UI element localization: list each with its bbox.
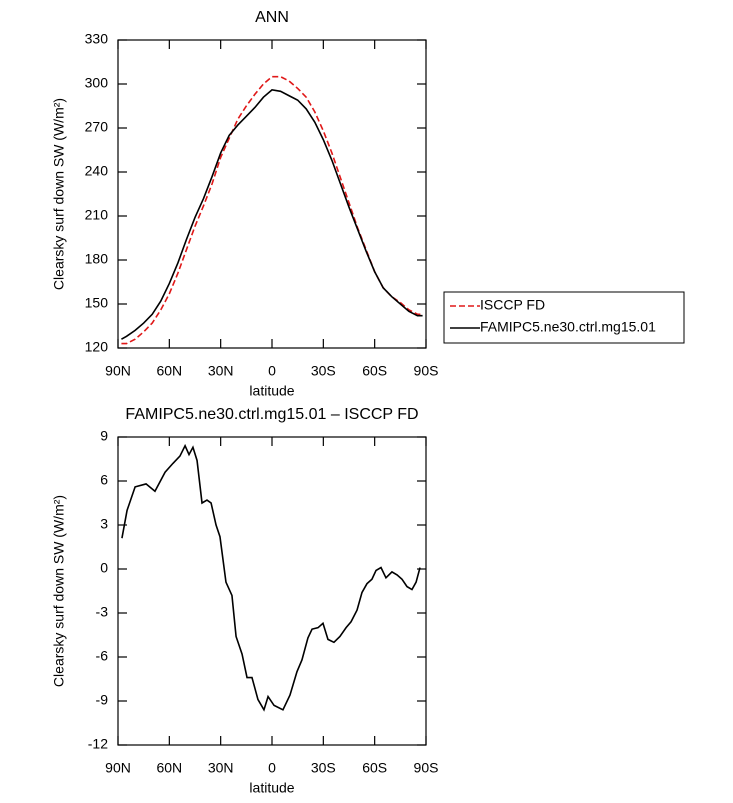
legend-label: FAMIPC5.ne30.ctrl.mg15.01 bbox=[480, 319, 656, 335]
x-tick-label: 60N bbox=[156, 760, 182, 776]
x-axis-label: latitude bbox=[249, 780, 294, 796]
plot-frame bbox=[117, 436, 427, 746]
x-axis-label: latitude bbox=[249, 383, 294, 399]
x-tick-label: 90S bbox=[414, 760, 439, 776]
y-tick-label: -6 bbox=[96, 648, 109, 664]
y-tick-label: 150 bbox=[85, 295, 109, 311]
data-line bbox=[121, 75, 423, 345]
y-tick-label: -12 bbox=[88, 736, 108, 752]
plot-frame bbox=[117, 39, 427, 349]
x-tick-label: 60S bbox=[362, 363, 387, 379]
x-tick-label: 90N bbox=[105, 760, 131, 776]
x-tick-label: 60S bbox=[362, 760, 387, 776]
legend-label: ISCCP FD bbox=[480, 297, 545, 313]
x-tick-label: 30N bbox=[208, 363, 234, 379]
y-tick-label: 0 bbox=[100, 560, 108, 576]
x-tick-label: 0 bbox=[268, 760, 276, 776]
x-tick-label: 0 bbox=[268, 363, 276, 379]
y-tick-label: 210 bbox=[85, 207, 109, 223]
chart-title: FAMIPC5.ne30.ctrl.mg15.01 – ISCCP FD bbox=[125, 406, 418, 423]
y-tick-label: 240 bbox=[85, 163, 109, 179]
x-tick-label: 30S bbox=[311, 760, 336, 776]
y-tick-label: 3 bbox=[100, 516, 108, 532]
y-tick-label: 120 bbox=[85, 339, 109, 355]
legend-box bbox=[443, 291, 685, 344]
data-line bbox=[121, 443, 421, 712]
y-tick-label: 9 bbox=[100, 428, 108, 444]
y-tick-label: -9 bbox=[96, 692, 109, 708]
y-axis-label: Clearsky surf down SW (W/m²) bbox=[51, 98, 67, 290]
y-tick-label: 270 bbox=[85, 119, 109, 135]
y-tick-label: 330 bbox=[85, 31, 109, 47]
y-tick-label: 6 bbox=[100, 472, 108, 488]
x-tick-label: 30N bbox=[208, 760, 234, 776]
x-tick-label: 60N bbox=[156, 363, 182, 379]
chart-title: ANN bbox=[255, 9, 289, 26]
y-axis-label: Clearsky surf down SW (W/m²) bbox=[51, 495, 67, 687]
x-tick-label: 90N bbox=[105, 363, 131, 379]
y-tick-label: -3 bbox=[96, 604, 109, 620]
data-line bbox=[121, 89, 423, 340]
y-tick-label: 180 bbox=[85, 251, 109, 267]
x-tick-label: 90S bbox=[414, 363, 439, 379]
x-tick-label: 30S bbox=[311, 363, 336, 379]
y-tick-label: 300 bbox=[85, 75, 109, 91]
